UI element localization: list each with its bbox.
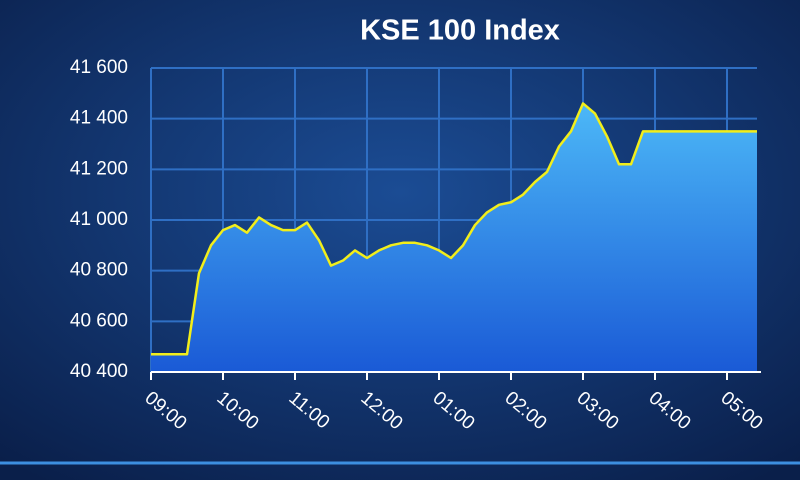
line: [151, 102, 757, 356]
chart-title: KSE 100 Index: [360, 15, 560, 47]
y-tick-label: 40 400: [70, 361, 128, 382]
plot: [151, 102, 757, 372]
y-tick-label: 41 400: [70, 108, 128, 129]
y-tick-label: 41 000: [70, 209, 128, 230]
y-tick-label: 40 600: [70, 310, 128, 331]
area: [151, 103, 757, 372]
y-tick-label: 41 600: [70, 57, 128, 78]
y-tick-label: 40 800: [70, 260, 128, 281]
y-tick-label: 41 200: [70, 158, 128, 179]
